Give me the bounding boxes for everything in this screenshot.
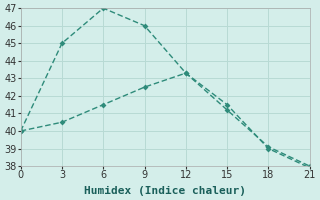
X-axis label: Humidex (Indice chaleur): Humidex (Indice chaleur)	[84, 186, 246, 196]
